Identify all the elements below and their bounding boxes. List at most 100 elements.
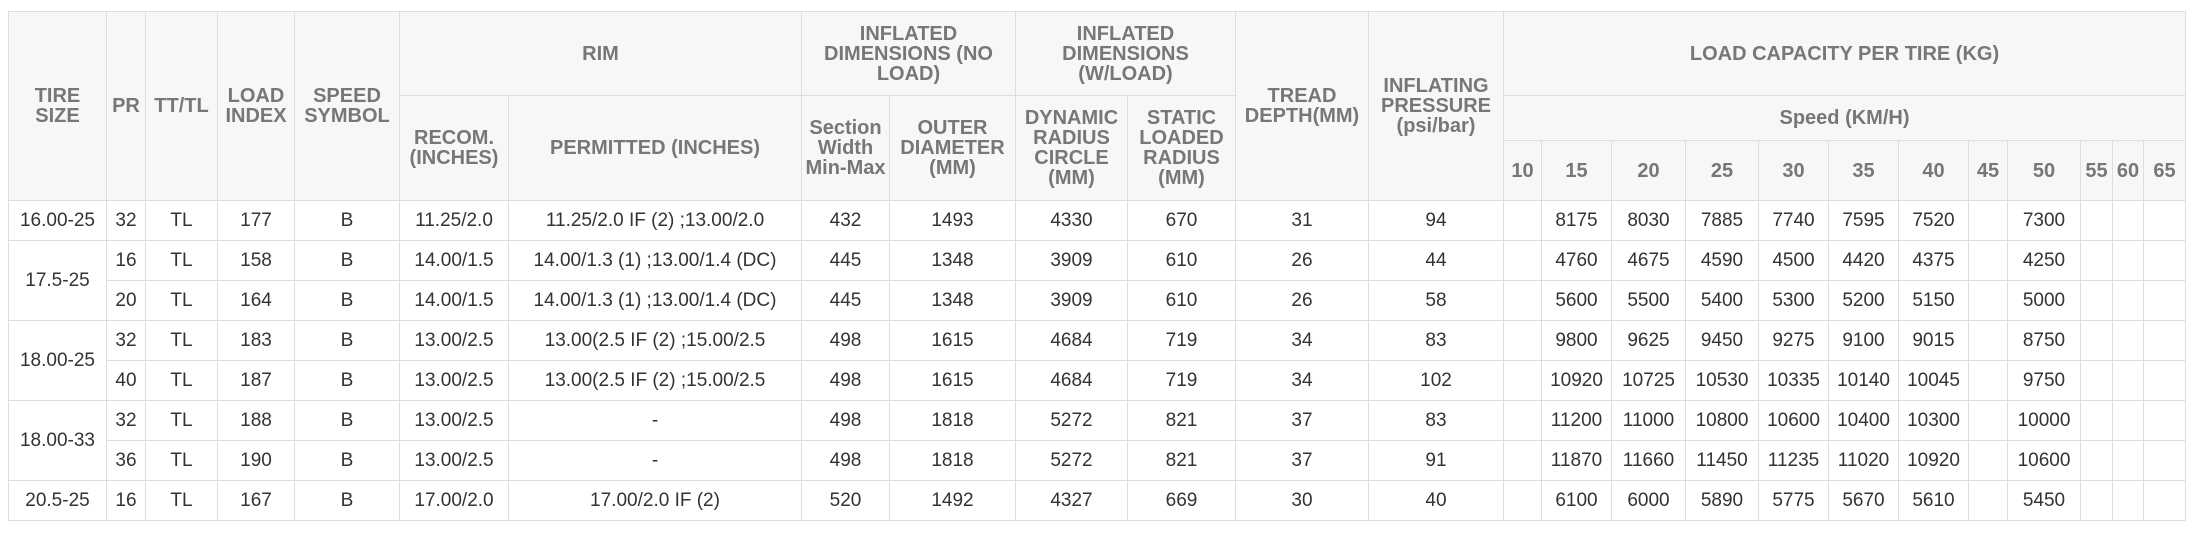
empty-cell [1503, 400, 1542, 441]
cell: 10300 [1898, 400, 1969, 441]
empty-cell [1503, 320, 1542, 361]
cell: - [508, 440, 802, 481]
column-header: TT/TL [145, 11, 218, 201]
cell: 4420 [1828, 240, 1899, 281]
speed-header: 65 [2143, 140, 2186, 201]
column-header: TIRE SIZE [8, 11, 107, 201]
empty-cell [2112, 480, 2144, 521]
cell: 1493 [889, 200, 1016, 241]
cell: 32 [106, 320, 146, 361]
cell: 37 [1235, 440, 1369, 481]
cell: 3909 [1015, 240, 1128, 281]
empty-cell [2080, 320, 2113, 361]
cell: B [294, 280, 400, 321]
cell: B [294, 360, 400, 401]
cell: 4684 [1015, 320, 1128, 361]
speed-header: 60 [2112, 140, 2144, 201]
cell: 40 [1368, 480, 1504, 521]
cell: 16 [106, 240, 146, 281]
cell: TL [145, 440, 218, 481]
cell: 7595 [1828, 200, 1899, 241]
cell: 10335 [1758, 360, 1829, 401]
cell: 44 [1368, 240, 1504, 281]
cell: TL [145, 240, 218, 281]
cell: 1818 [889, 400, 1016, 441]
cell: 14.00/1.3 (1) ;13.00/1.4 (DC) [508, 240, 802, 281]
cell: 498 [801, 360, 890, 401]
tire-table: TIRE SIZE PR TT/TL LOAD INDEX SPEED SYMBOL RI… [8, 11, 2186, 521]
cell: 13.00(2.5 IF (2) ;15.00/2.5 [508, 320, 802, 361]
cell: TL [145, 360, 218, 401]
column-header: INFLATED DIMENSIONS (W/LOAD) [1015, 11, 1236, 96]
cell: 4250 [2007, 240, 2081, 281]
cell: B [294, 480, 400, 521]
cell: 13.00/2.5 [399, 400, 509, 441]
cell: 520 [801, 480, 890, 521]
sub-header: Speed (KM/H) [1503, 95, 2186, 141]
cell: 36 [106, 440, 146, 481]
cell: 34 [1235, 360, 1369, 401]
cell: 13.00(2.5 IF (2) ;15.00/2.5 [508, 360, 802, 401]
cell: 164 [217, 280, 295, 321]
data-row: 36 TL 190 B 13.00/2.5-498 1818 5272 821 37 91 1187… [9, 440, 2186, 481]
empty-cell [2112, 440, 2144, 481]
column-header: TREAD DEPTH(MM) [1235, 11, 1369, 201]
cell: 13.00/2.5 [399, 440, 509, 481]
cell: 10920 [1898, 440, 1969, 481]
speed-header: 55 [2080, 140, 2113, 201]
cell: 1818 [889, 440, 1016, 481]
cell: 32 [106, 400, 146, 441]
cell: 610 [1127, 240, 1236, 281]
column-header: INFLATED DIMENSIONS (NO LOAD) [801, 11, 1016, 96]
cell: 7885 [1685, 200, 1759, 241]
cell: 94 [1368, 200, 1504, 241]
cell: B [294, 440, 400, 481]
tire-size: 18.00-33 [8, 400, 107, 481]
cell: 5272 [1015, 440, 1128, 481]
speed-header: 40 [1898, 140, 1969, 201]
cell: 14.00/1.5 [399, 240, 509, 281]
cell: 10800 [1685, 400, 1759, 441]
cell: 177 [217, 200, 295, 241]
cell: B [294, 240, 400, 281]
cell: 102 [1368, 360, 1504, 401]
speed-header: 25 [1685, 140, 1759, 201]
cell: 498 [801, 400, 890, 441]
cell: 11450 [1685, 440, 1759, 481]
cell: 11020 [1828, 440, 1899, 481]
cell: 445 [801, 280, 890, 321]
speed-header: 30 [1758, 140, 1829, 201]
cell: 190 [217, 440, 295, 481]
cell: 5400 [1685, 280, 1759, 321]
empty-cell [1968, 280, 2008, 321]
cell: 26 [1235, 240, 1369, 281]
cell: 9625 [1611, 320, 1686, 361]
cell: 40 [106, 360, 146, 401]
empty-cell [1968, 320, 2008, 361]
cell: 719 [1127, 360, 1236, 401]
tire-size: 17.5-25 [8, 240, 107, 321]
cell: 20 [106, 280, 146, 321]
cell: 32 [106, 200, 146, 241]
data-row: 18.00-25 32 TL 183 B 13.00/2.5 13.00(2.5 IF (2… [8, 320, 2186, 401]
cell: 37 [1235, 400, 1369, 441]
cell: 3909 [1015, 280, 1128, 321]
cell: 10045 [1898, 360, 1969, 401]
cell: 1348 [889, 240, 1016, 281]
empty-cell [1503, 280, 1542, 321]
sub-header: STATIC LOADED RADIUS (MM) [1127, 95, 1236, 201]
cell: 5600 [1541, 280, 1612, 321]
empty-cell [1968, 400, 2008, 441]
empty-cell [2143, 480, 2186, 521]
cell: TL [145, 480, 218, 521]
cell: 17.00/2.0 IF (2) [508, 480, 802, 521]
cell: 83 [1368, 320, 1504, 361]
cell: 9450 [1685, 320, 1759, 361]
header-row: TIRE SIZE PR TT/TL LOAD INDEX SPEED SYMBOL RI… [8, 11, 2186, 201]
cell: 10530 [1685, 360, 1759, 401]
cell: 6000 [1611, 480, 1686, 521]
cell: 4330 [1015, 200, 1128, 241]
cell: TL [145, 280, 218, 321]
cell: 6100 [1541, 480, 1612, 521]
